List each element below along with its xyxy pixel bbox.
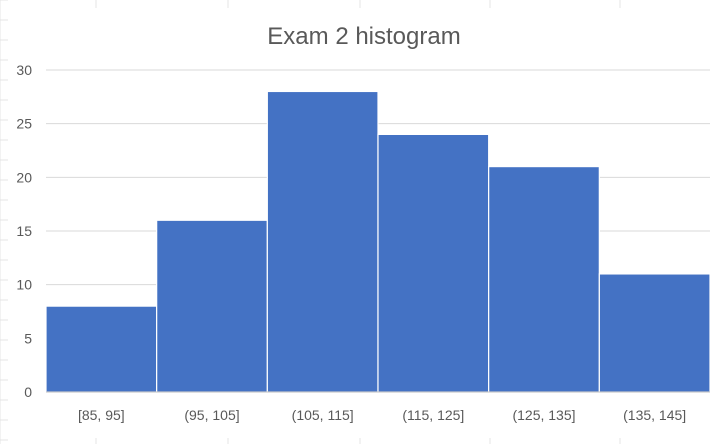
histogram-bar[interactable] bbox=[488, 166, 600, 393]
x-axis-category-labels: [85, 95] (95, 105] (105, 115] (115, 125] (12… bbox=[78, 407, 686, 423]
histogram-bar[interactable] bbox=[156, 219, 268, 393]
y-tick-label: 10 bbox=[16, 277, 32, 293]
chart-title: Exam 2 histogram bbox=[267, 23, 460, 50]
y-tick-label: 25 bbox=[16, 116, 32, 132]
y-tick-label: 0 bbox=[24, 384, 32, 400]
histogram-bar[interactable] bbox=[45, 305, 158, 393]
x-category-label: (125, 135] bbox=[512, 407, 575, 423]
y-tick-label: 5 bbox=[24, 330, 32, 346]
y-axis-tick-labels: 0 5 10 15 20 25 30 bbox=[16, 62, 32, 400]
x-category-label: (115, 125] bbox=[402, 407, 464, 423]
bars bbox=[45, 90, 711, 393]
histogram-bar[interactable] bbox=[266, 90, 379, 393]
histogram-bar[interactable] bbox=[377, 133, 490, 393]
y-tick-label: 30 bbox=[16, 62, 32, 78]
y-tick-label: 15 bbox=[16, 223, 32, 239]
x-category-label: (135, 145] bbox=[623, 407, 686, 423]
x-category-label: (95, 105] bbox=[184, 407, 239, 423]
x-category-label: [85, 95] bbox=[78, 407, 125, 423]
y-tick-label: 20 bbox=[16, 169, 32, 185]
histogram-bar[interactable] bbox=[598, 273, 711, 393]
x-category-label: (105, 115] bbox=[292, 407, 354, 423]
